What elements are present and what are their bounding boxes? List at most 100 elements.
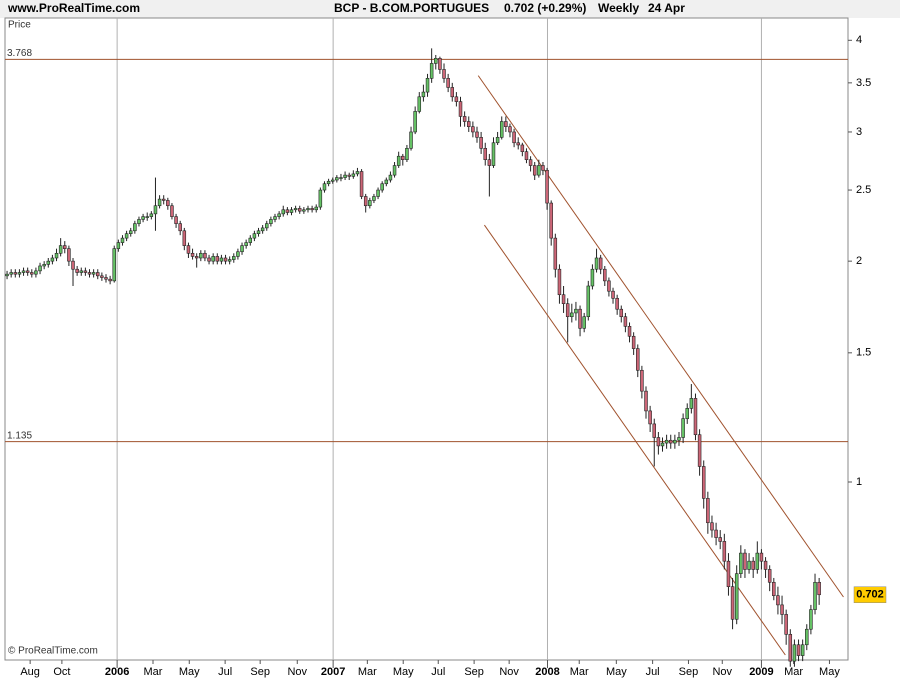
candle-body <box>161 198 166 201</box>
x-tick-label: May <box>179 666 200 678</box>
candle-body <box>376 189 380 197</box>
last-price-label: 0.702 <box>856 589 884 601</box>
candle-body <box>215 256 220 262</box>
candle-body <box>565 303 570 318</box>
y-axis-label: Price <box>8 20 31 31</box>
candle-body <box>726 560 731 587</box>
candle-body <box>508 126 512 133</box>
candle-body <box>42 264 46 267</box>
y-tick-label: 2.5 <box>856 184 871 196</box>
candle-body <box>714 529 718 538</box>
candle-body <box>619 308 624 318</box>
candle-body <box>330 179 335 182</box>
x-tick-label: May <box>606 666 627 678</box>
candle-body <box>462 116 467 122</box>
candle-body <box>335 177 339 181</box>
candle-body <box>788 634 793 662</box>
candle-body <box>120 237 125 243</box>
candle-body <box>223 257 228 262</box>
candle-body <box>190 252 195 257</box>
candle-body <box>232 256 236 260</box>
candle-body <box>627 326 632 337</box>
candle-body <box>648 410 652 425</box>
candle-body <box>685 408 689 419</box>
y-tick-label: 3.5 <box>856 77 871 89</box>
candle-body <box>384 179 389 185</box>
candle-body <box>689 398 694 409</box>
level-label: 3.768 <box>7 48 32 59</box>
candle-body <box>339 177 343 179</box>
y-tick-label: 2 <box>856 255 862 267</box>
x-tick-label: Mar <box>784 666 803 678</box>
candle-body <box>124 233 129 239</box>
candle-body <box>438 58 442 70</box>
candle-body <box>34 270 38 275</box>
candle-body <box>603 268 607 282</box>
candle-body <box>512 131 516 144</box>
candle-body <box>219 257 224 262</box>
candle-body <box>141 216 145 220</box>
candle-body <box>660 442 665 447</box>
candle-body <box>75 268 79 273</box>
candle-body <box>446 78 450 88</box>
candle-body <box>273 216 277 220</box>
x-tick-label: Jul <box>218 666 232 678</box>
candle-body <box>681 418 685 438</box>
candle-body <box>380 183 384 191</box>
x-tick-label: Sep <box>464 666 484 678</box>
candle-body <box>83 270 88 273</box>
x-tick-label: Mar <box>144 666 163 678</box>
candle-body <box>673 439 677 444</box>
candle-body <box>13 272 18 275</box>
candle-body <box>413 111 417 133</box>
candle-body <box>677 437 681 441</box>
candle-body <box>623 316 628 327</box>
candle-body <box>767 569 772 583</box>
candle-body <box>178 223 182 232</box>
candle-body <box>297 208 302 212</box>
candle-body <box>50 257 55 262</box>
x-tick-label: Jul <box>431 666 445 678</box>
y-tick-label: 1 <box>856 476 862 488</box>
candle-body <box>211 256 215 262</box>
candle-body <box>487 159 492 166</box>
candle-body <box>372 196 376 201</box>
candle-body <box>615 297 619 310</box>
candle-body <box>772 581 776 596</box>
candle-body <box>170 205 174 217</box>
candle-body <box>87 272 92 275</box>
candle-body <box>269 219 273 224</box>
candle-body <box>236 251 240 257</box>
candle-body <box>54 252 59 259</box>
candle-body <box>520 144 525 152</box>
candle-body <box>293 208 298 211</box>
candle-body <box>182 230 187 246</box>
candle-body <box>710 522 714 531</box>
candle-body <box>63 245 67 249</box>
candle-body <box>417 96 422 112</box>
candle-body <box>153 205 158 215</box>
candle-body <box>347 174 351 177</box>
candle-body <box>743 552 747 570</box>
quote: 0.702 (+0.29%) <box>504 1 586 15</box>
candle-body <box>747 560 751 570</box>
candle-body <box>368 200 372 207</box>
candle-body <box>722 541 727 562</box>
candle-body <box>809 609 813 630</box>
candle-body <box>314 206 318 211</box>
candle-body <box>244 242 248 246</box>
candle-body <box>248 237 253 243</box>
candle-body <box>574 308 578 314</box>
candle-body <box>578 308 582 329</box>
candle-body <box>207 257 211 262</box>
y-tick-label: 4 <box>856 34 862 46</box>
x-tick-label: Oct <box>53 666 70 678</box>
candle-body <box>607 280 611 292</box>
candle-body <box>260 227 265 232</box>
candle-body <box>351 173 356 177</box>
candle-body <box>25 270 30 273</box>
candle-body <box>5 273 9 277</box>
candle-body <box>108 278 112 282</box>
x-tick-label: Jul <box>646 666 660 678</box>
